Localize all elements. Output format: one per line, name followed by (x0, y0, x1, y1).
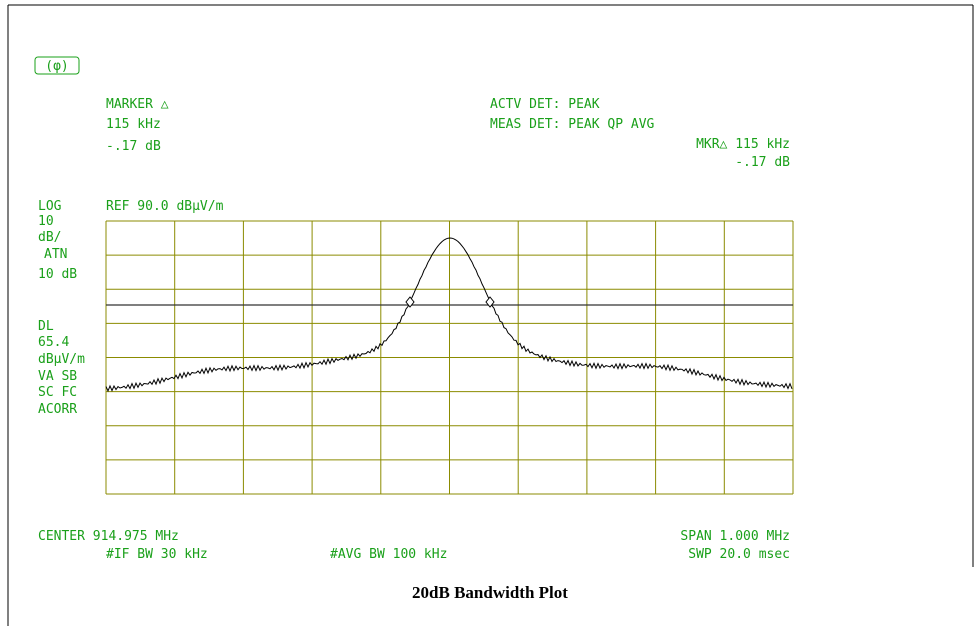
actv-det: ACTV DET: PEAK (490, 97, 600, 112)
avg-bw: #AVG BW 100 kHz (330, 547, 447, 562)
mkr-freq: MKR△ 115 kHz (696, 137, 790, 152)
panel-label: 10 (38, 214, 54, 229)
caption: 20dB Bandwidth Plot (412, 583, 568, 602)
panel-label: 10 dB (38, 267, 77, 282)
marker-diamond (405, 296, 495, 308)
panel-label: dB/ (38, 230, 61, 245)
panel-label: 65.4 (38, 335, 69, 350)
if-bw: #IF BW 30 kHz (106, 547, 208, 562)
marker-label: MARKER △ (106, 97, 169, 112)
marker-level: -.17 dB (106, 139, 161, 154)
mkr-level: -.17 dB (735, 155, 790, 170)
marker-freq: 115 kHz (106, 117, 161, 132)
panel-label: SC FC (38, 385, 77, 400)
meas-det: MEAS DET: PEAK QP AVG (490, 117, 655, 132)
panel-label: DL (38, 319, 54, 334)
sweep: SWP 20.0 msec (688, 547, 790, 562)
center-freq: CENTER 914.975 MHz (38, 529, 179, 544)
ref-level: REF 90.0 dBµV/m (106, 199, 224, 214)
panel-label: LOG (38, 199, 62, 214)
span: SPAN 1.000 MHz (680, 529, 790, 544)
panel-label: ATN (44, 247, 67, 262)
logo: (φ) (45, 59, 68, 74)
logo-box (34, 56, 80, 75)
panel-label: dBµV/m (38, 352, 85, 367)
panel-label: ACORR (38, 402, 77, 417)
panel-label: VA SB (38, 369, 77, 384)
trace (105, 237, 793, 393)
